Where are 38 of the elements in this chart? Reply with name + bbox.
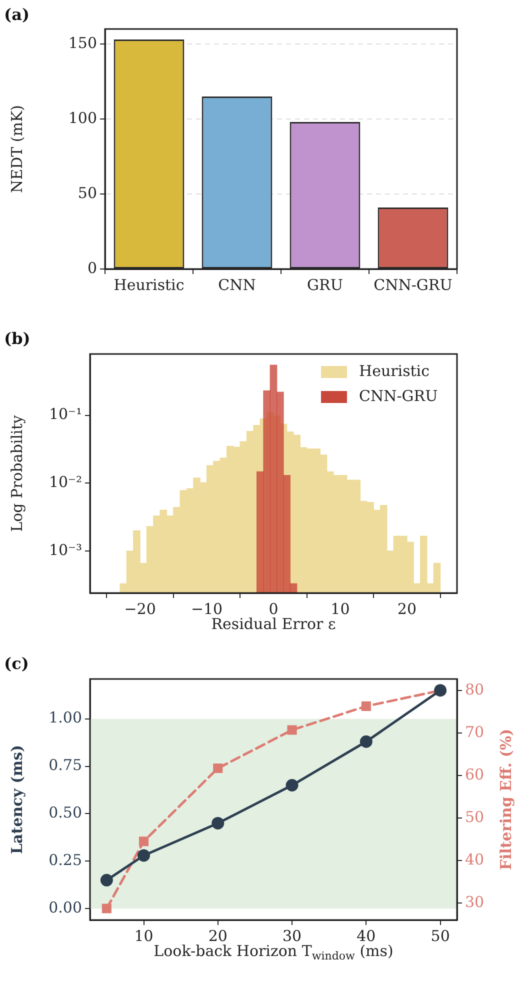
y-tick-label: 0.75: [48, 756, 82, 774]
x-tick-label: Heuristic: [114, 276, 184, 294]
y-tick-label: 1.00: [48, 708, 82, 727]
y2-tick-label: 70: [465, 722, 484, 741]
legend-label: Heuristic: [359, 362, 430, 380]
y-tick-label: 0.50: [48, 804, 82, 822]
legend-label: CNN-GRU: [359, 386, 438, 405]
x-tick-label: 20: [397, 600, 416, 618]
y2-tick-label: 50: [465, 808, 484, 826]
y-tick-label: 150: [68, 34, 97, 52]
y2-tick-label: 30: [465, 892, 484, 911]
y2-tick-label: 40: [465, 850, 484, 868]
x-tick-label: −20: [124, 600, 156, 618]
y2-axis-title: Filtering Eff. (%): [496, 728, 515, 870]
chart-title: (c): [4, 654, 29, 674]
x-tick-label: 20: [208, 926, 228, 945]
y-tick-label: 0.25: [48, 851, 82, 870]
y-axis-title: Latency (ms): [8, 744, 26, 854]
y-tick-label: 100: [68, 108, 97, 127]
chart-title: (b): [4, 329, 30, 348]
y-tick-label: 10⁻²: [48, 473, 82, 491]
x-tick-label: 40: [356, 926, 376, 945]
y-axis-title: Log Probability: [8, 414, 26, 532]
chart-title: (a): [4, 5, 30, 24]
x-tick-label: 50: [430, 926, 450, 945]
y-tick-label: 0.00: [48, 898, 82, 917]
x-tick-label: 10: [134, 926, 154, 945]
y2-tick-label: 80: [465, 680, 484, 698]
y-tick-label: 0: [87, 258, 97, 277]
x-tick-label: GRU: [307, 276, 343, 294]
x-tick-label: CNN: [218, 276, 256, 294]
y-tick-label: 50: [78, 184, 97, 202]
x-tick-label: CNN-GRU: [374, 276, 452, 294]
y2-tick-label: 60: [465, 765, 484, 784]
y-axis-title: NEDT (mK): [8, 104, 26, 194]
y-tick-label: 10⁻¹: [48, 405, 82, 424]
y-tick-label: 10⁻³: [48, 540, 82, 559]
x-tick-label: 30: [282, 926, 302, 945]
